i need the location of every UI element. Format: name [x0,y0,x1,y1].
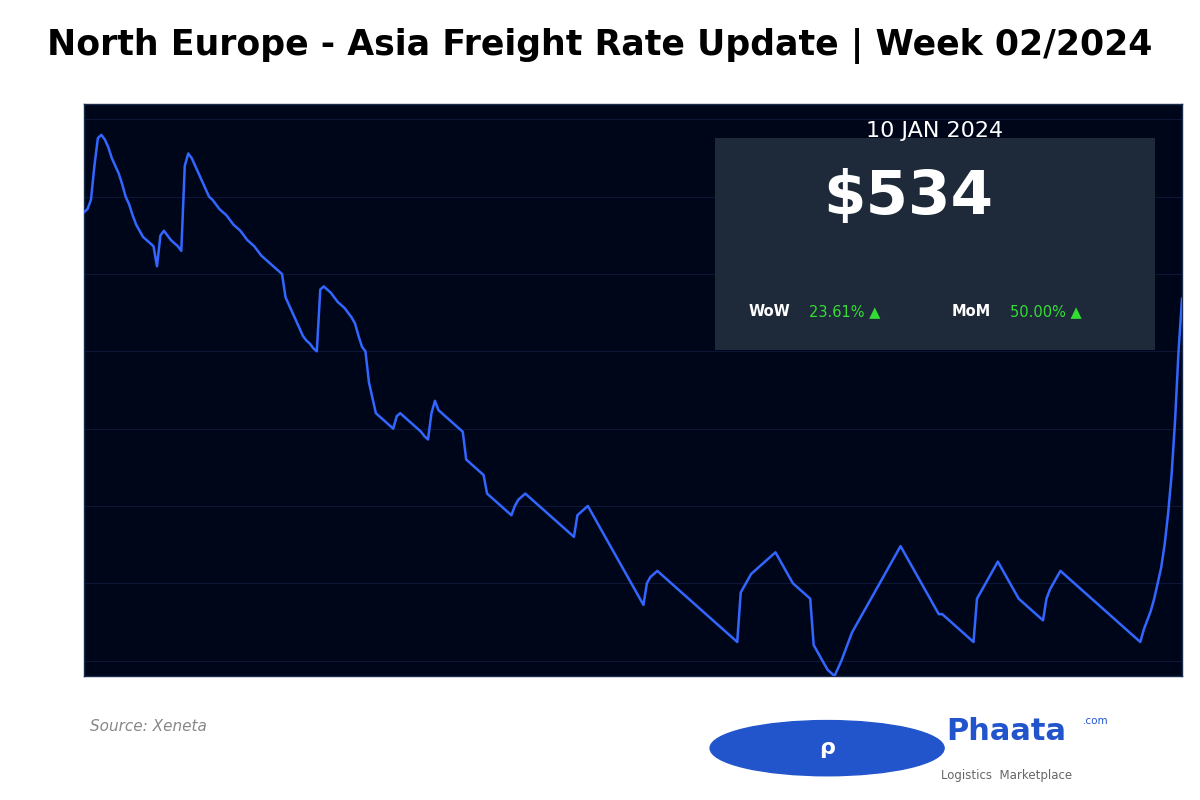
Text: 23.61% ▲: 23.61% ▲ [809,304,880,319]
Text: North Europe - Asia Freight Rate Update | Week 02/2024: North Europe - Asia Freight Rate Update … [47,28,1153,64]
Text: .com: .com [1082,715,1108,726]
Text: MoM: MoM [952,304,991,319]
Text: Logistics  Marketplace: Logistics Marketplace [941,770,1072,782]
Text: 10 JAN 2024: 10 JAN 2024 [866,121,1003,141]
Text: WoW: WoW [749,304,790,319]
Text: ρ: ρ [820,738,835,758]
Text: Source: Xeneta: Source: Xeneta [90,719,206,734]
Text: $534: $534 [823,168,994,227]
Text: Phaata: Phaata [947,717,1067,746]
Text: 50.00% ▲: 50.00% ▲ [1009,304,1081,319]
Circle shape [710,721,944,776]
FancyBboxPatch shape [715,138,1154,350]
